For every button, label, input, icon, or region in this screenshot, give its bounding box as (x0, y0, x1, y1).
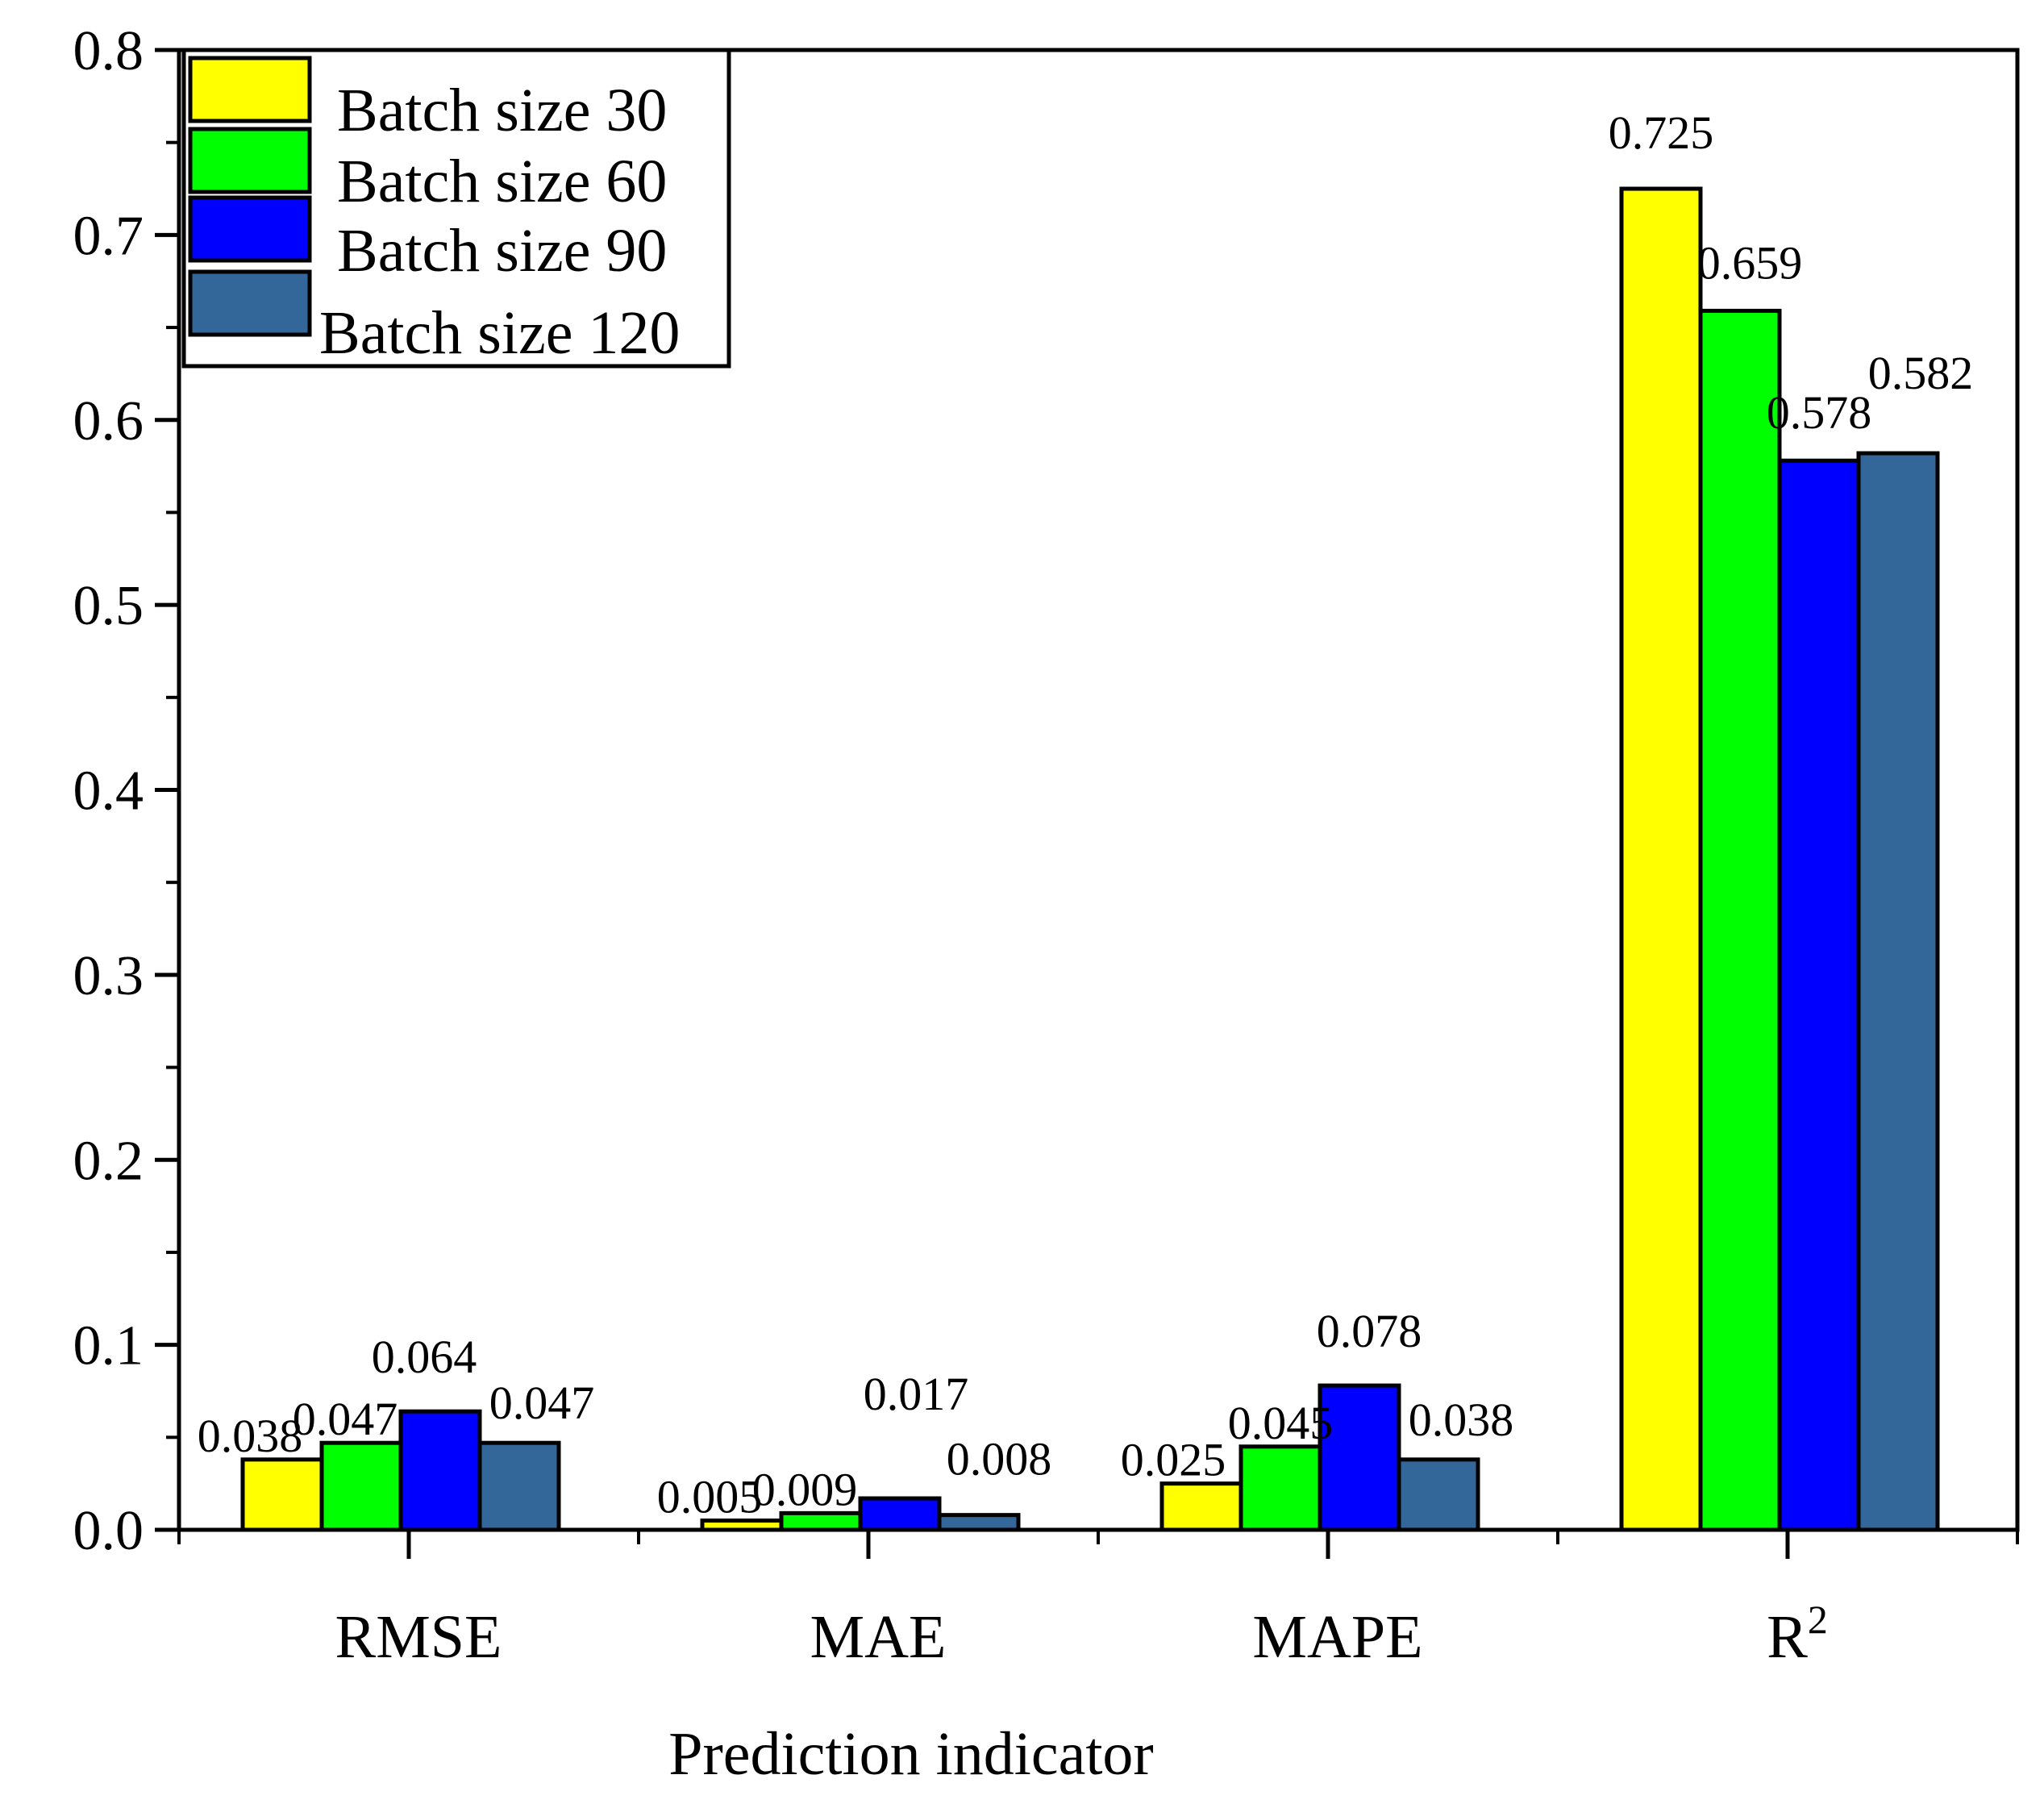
legend-swatch (188, 56, 312, 123)
bar-r-series-3 (1777, 458, 1861, 1532)
x-axis-title: Prediction indicator (668, 1720, 1154, 1788)
data-label: 0.017 (864, 1368, 969, 1420)
data-label: 0.008 (947, 1433, 1052, 1485)
x-category-label: MAPE (1252, 1603, 1422, 1671)
axes: 0.0 0.1 0.2 0.3 0.4 0.5 0.6 0.7 0.8 RMSE MAE MAPE R2 (73, 20, 2020, 1671)
y-tick-label: 0.3 (73, 945, 144, 1007)
legend-label: Batch size 30 (337, 77, 667, 144)
data-label: 0.064 (372, 1331, 477, 1383)
legend-label: Batch size 60 (337, 148, 667, 215)
bars (240, 186, 1940, 1532)
x-category-label: R2 (1767, 1597, 1828, 1671)
data-label: 0.725 (1609, 106, 1714, 159)
data-label: 0.038 (198, 1410, 303, 1462)
y-tick-label: 0.6 (73, 390, 144, 452)
data-label: 0.047 (489, 1377, 595, 1429)
y-tick-label: 0.1 (73, 1315, 144, 1377)
data-label: 0.009 (752, 1463, 858, 1515)
legend-label: Batch size 120 (319, 299, 680, 367)
legend-swatch (188, 127, 312, 194)
bar-mae-series-4 (937, 1513, 1021, 1532)
data-label: 0.045 (1228, 1397, 1334, 1449)
legend-swatch (188, 195, 312, 263)
data-label: 0.078 (1317, 1305, 1422, 1357)
bar-rmse-series-1 (240, 1457, 324, 1532)
bar-r-series-4 (1856, 451, 1940, 1532)
data-label: 0.038 (1409, 1394, 1514, 1446)
bar-rmse-series-2 (319, 1440, 403, 1532)
x-category-label: RMSE (335, 1603, 502, 1671)
data-label: 0.659 (1697, 236, 1803, 289)
legend-label: Batch size 90 (337, 217, 667, 285)
bar-rmse-series-4 (477, 1440, 561, 1532)
data-label: 0.582 (1868, 347, 1974, 399)
y-tick-label: 0.2 (73, 1130, 144, 1192)
bar-mae-series-2 (779, 1510, 863, 1532)
bar-mae-series-3 (858, 1496, 942, 1532)
bar-r-series-1 (1619, 186, 1703, 1532)
data-label: 0.005 (657, 1471, 763, 1523)
bar-mape-series-2 (1238, 1444, 1322, 1532)
bar-mape-series-1 (1159, 1481, 1243, 1532)
data-label: 0.047 (293, 1393, 398, 1445)
y-tick-label: 0.4 (73, 760, 144, 823)
data-label: 0.578 (1767, 386, 1872, 439)
legend-swatch (188, 269, 312, 337)
x-category-label: MAE (810, 1603, 947, 1671)
data-label: 0.025 (1121, 1434, 1226, 1486)
y-tick-label: 0.5 (73, 575, 144, 637)
y-tick-label: 0.0 (73, 1500, 144, 1562)
y-tick-label: 0.8 (73, 20, 144, 82)
y-tick-label: 0.7 (73, 205, 144, 267)
bar-mape-series-4 (1397, 1457, 1480, 1532)
bar-rmse-series-3 (398, 1409, 482, 1532)
data-labels: 0.0380.0470.0640.0470.0050.0090.0170.008… (198, 106, 1974, 1523)
bar-r-series-2 (1698, 308, 1782, 1532)
